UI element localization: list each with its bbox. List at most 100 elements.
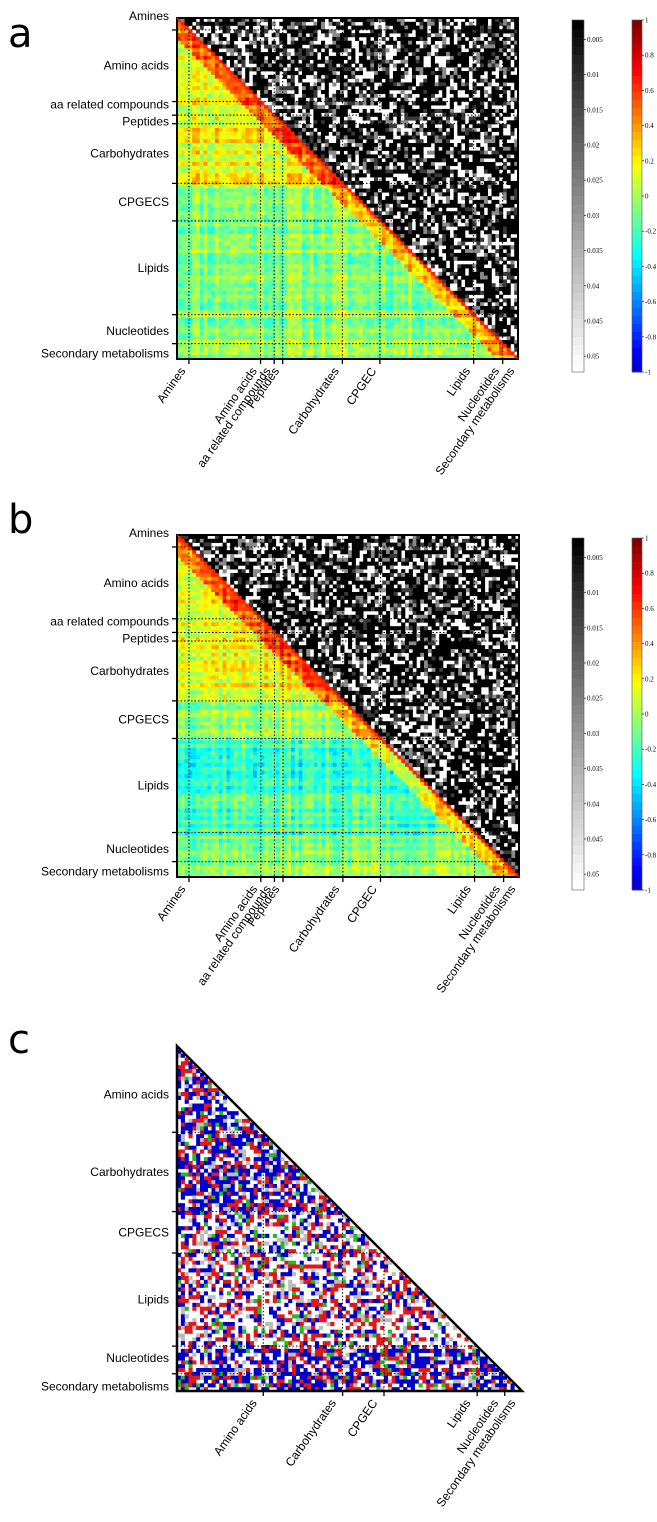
heatmap-cell xyxy=(423,127,428,132)
heatmap-cell xyxy=(298,52,303,57)
heatmap-cell xyxy=(302,86,307,91)
heatmap-cell xyxy=(317,188,322,193)
heatmap-cell xyxy=(302,139,307,144)
heatmap-cell xyxy=(366,252,371,257)
heatmap-cell xyxy=(510,218,515,223)
heatmap-cell xyxy=(230,264,235,269)
heatmap-cell xyxy=(343,271,348,276)
heatmap-cell xyxy=(442,124,447,129)
heatmap-cell xyxy=(491,29,496,34)
heatmap-cell xyxy=(233,173,238,178)
heatmap-cell xyxy=(294,161,299,167)
heatmap-cell xyxy=(302,222,307,227)
heatmap-cell xyxy=(404,21,409,26)
heatmap-cell xyxy=(487,196,492,201)
heatmap-cell xyxy=(468,135,473,140)
heatmap-cell xyxy=(328,108,333,114)
heatmap-cell xyxy=(461,161,466,167)
heatmap-cell xyxy=(252,241,257,246)
heatmap-cell xyxy=(184,177,189,182)
heatmap-cell xyxy=(267,271,273,276)
heatmap-cell xyxy=(476,260,481,265)
heatmap-cell xyxy=(214,108,219,114)
heatmap-cell xyxy=(207,233,212,239)
heatmap-cell xyxy=(283,215,288,220)
heatmap-cell xyxy=(192,82,197,87)
heatmap-cell xyxy=(211,93,216,98)
heatmap-cell xyxy=(438,158,443,163)
heatmap-cell xyxy=(279,184,284,189)
heatmap-cell xyxy=(396,74,401,79)
heatmap-cell xyxy=(514,82,519,87)
heatmap-cell xyxy=(324,48,329,53)
heatmap-cell xyxy=(241,146,246,151)
heatmap-cell xyxy=(427,188,432,193)
heatmap-cell xyxy=(347,150,352,155)
heatmap-cell xyxy=(298,245,303,250)
heatmap-cell xyxy=(302,264,307,269)
heatmap-cell xyxy=(347,226,352,231)
heatmap-cell xyxy=(362,146,367,151)
heatmap-cell xyxy=(184,120,189,125)
heatmap-cell xyxy=(499,233,504,239)
heatmap-cell xyxy=(472,40,477,45)
heatmap-cell xyxy=(472,135,477,140)
heatmap-cell xyxy=(279,21,284,26)
heatmap-cell xyxy=(332,184,337,189)
heatmap-cell xyxy=(495,101,500,106)
heatmap-cell xyxy=(400,29,405,34)
heatmap-cell xyxy=(294,264,299,269)
heatmap-cell xyxy=(358,215,363,220)
heatmap-cell xyxy=(317,139,322,144)
heatmap-cell xyxy=(351,101,356,106)
heatmap-cell xyxy=(177,143,182,148)
heatmap-cell xyxy=(264,29,269,34)
heatmap-cell xyxy=(374,78,379,83)
heatmap-cell xyxy=(180,196,185,201)
heatmap-cell xyxy=(275,173,280,178)
heatmap-cell xyxy=(214,215,219,220)
heatmap-cell xyxy=(385,161,390,167)
heatmap-cell xyxy=(226,173,231,178)
heatmap-cell xyxy=(457,264,462,269)
heatmap-cell xyxy=(461,218,466,223)
heatmap-cell xyxy=(358,264,363,269)
heatmap-cell xyxy=(419,252,424,257)
heatmap-cell xyxy=(207,89,212,95)
heatmap-cell xyxy=(404,86,409,91)
heatmap-cell xyxy=(389,207,394,212)
heatmap-cell xyxy=(370,203,375,208)
heatmap-cell xyxy=(370,78,375,83)
heatmap-cell xyxy=(419,245,424,250)
heatmap-cell xyxy=(188,215,193,220)
heatmap-cell xyxy=(366,169,371,174)
heatmap-cell xyxy=(487,222,492,227)
heatmap-cell xyxy=(275,211,280,216)
heatmap-cell xyxy=(264,36,269,42)
heatmap-cell xyxy=(336,135,341,140)
heatmap-cell xyxy=(332,82,337,87)
heatmap-cell xyxy=(408,215,413,220)
heatmap-cell xyxy=(226,40,231,45)
heatmap-cell xyxy=(211,215,216,220)
heatmap-cell xyxy=(298,21,303,26)
heatmap-cell xyxy=(245,226,250,231)
heatmap-cell xyxy=(392,222,398,227)
heatmap-cell xyxy=(309,188,314,193)
heatmap-cell xyxy=(351,89,356,95)
heatmap-cell xyxy=(207,165,212,170)
heatmap-cell xyxy=(195,256,201,261)
heatmap-cell xyxy=(256,40,261,45)
heatmap-cell xyxy=(177,48,182,53)
heatmap-cell xyxy=(347,124,352,129)
heatmap-cell xyxy=(487,48,492,53)
heatmap-cell xyxy=(347,196,352,201)
heatmap-cell xyxy=(256,48,261,53)
heatmap-cell xyxy=(211,124,216,129)
heatmap-cell xyxy=(241,245,246,250)
heatmap-cell xyxy=(480,21,485,26)
heatmap-cell xyxy=(248,260,254,265)
heatmap-cell xyxy=(446,154,451,159)
heatmap-cell xyxy=(199,268,204,273)
heatmap-cell xyxy=(464,71,470,76)
